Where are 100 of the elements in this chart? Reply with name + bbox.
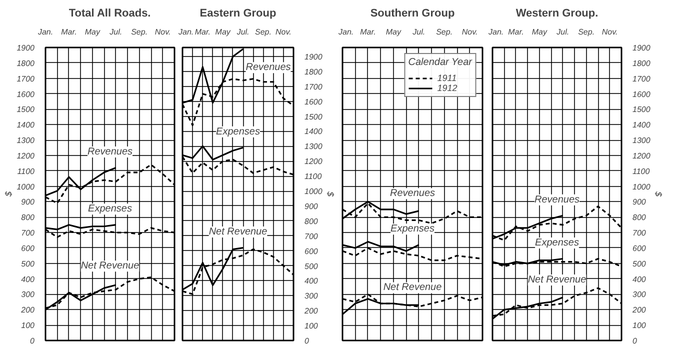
y-tick-label: 1900 — [304, 52, 323, 62]
y-tick-label: 700 — [632, 228, 646, 238]
annotation: Revenues — [534, 194, 580, 206]
y-tick-label: 100 — [304, 322, 318, 331]
y-axis-title: $ — [325, 190, 336, 198]
x-tick-label: Nov. — [154, 28, 171, 36]
x-tick-label: May — [215, 28, 232, 36]
y-tick-label: 1700 — [16, 74, 36, 84]
y-tick-label: 400 — [21, 274, 36, 284]
chart-title: Southern Group — [370, 8, 455, 20]
y-tick-label: 500 — [21, 259, 36, 268]
y-tick-label: 1000 — [632, 182, 651, 192]
y-tick-label: 700 — [21, 228, 36, 238]
y-tick-label: 400 — [304, 276, 318, 286]
y-tick-label: 1000 — [16, 182, 36, 192]
annotation: Expenses — [88, 204, 132, 215]
y-tick-label: 1600 — [304, 97, 323, 106]
y-tick-label: 200 — [304, 306, 318, 316]
y-tick-label: 200 — [20, 306, 36, 315]
chart-title: Eastern Group — [200, 8, 276, 20]
y-tick-label: 1900 — [632, 44, 651, 52]
annotation: Revenues — [246, 62, 291, 74]
x-tick-label: Jan. — [338, 28, 354, 36]
annotation: Expenses — [535, 238, 579, 249]
y-tick-label: 100 — [21, 321, 36, 330]
y-tick-label: 1100 — [17, 166, 36, 176]
x-tick-label: Jul. — [236, 28, 250, 36]
x-tick-label: Mar. — [194, 28, 211, 36]
y-tick-label: 1200 — [16, 151, 36, 160]
annotation: Revenues — [87, 146, 133, 158]
y-tick-label: 1200 — [304, 157, 323, 166]
y-tick-label: 200 — [632, 306, 646, 315]
y-tick-label: 1600 — [632, 90, 651, 99]
annotation: Net Revenue — [208, 226, 268, 238]
x-tick-label: Sep. — [436, 28, 453, 36]
x-tick-label: Jul. — [412, 28, 426, 36]
y-tick-label: 100 — [632, 321, 646, 330]
legend-label: 1912 — [437, 83, 458, 93]
y-tick-label: 1500 — [16, 105, 36, 114]
annotation: Net Revenue — [80, 260, 140, 272]
x-tick-label: May — [532, 28, 548, 36]
y-axis-title: $ — [653, 190, 664, 198]
y-tick-label: 1400 — [632, 120, 651, 130]
annotation: Expenses — [216, 126, 260, 138]
y-tick-label: 1000 — [304, 187, 323, 196]
y-tick-label: 1300 — [632, 136, 651, 146]
y-tick-label: 600 — [632, 244, 646, 253]
y-tick-label: 800 — [21, 213, 36, 222]
y-tick-label: 1700 — [632, 74, 651, 84]
y-tick-label: 900 — [304, 202, 318, 211]
x-tick-label: Mar. — [360, 28, 376, 36]
y-tick-label: 1800 — [304, 67, 323, 76]
y-tick-label: 1600 — [16, 90, 36, 99]
y-tick-label: 300 — [304, 292, 318, 301]
x-tick-label: Jul. — [108, 28, 122, 36]
x-tick-label: Mar. — [508, 28, 524, 36]
y-tick-label: 1300 — [16, 136, 36, 146]
x-tick-label: Nov. — [462, 28, 478, 36]
y-tick-label: 0 — [632, 336, 638, 346]
y-tick-label: 0 — [30, 336, 36, 346]
x-tick-label: May — [386, 28, 402, 36]
x-tick-label: Sep. — [255, 28, 272, 36]
x-tick-label: Jan. — [178, 28, 194, 36]
y-tick-label: 1500 — [304, 112, 323, 122]
x-tick-label: May — [84, 28, 101, 36]
y-tick-label: 0 — [304, 336, 310, 346]
y-tick-label: 700 — [304, 232, 318, 241]
y-tick-label: 400 — [632, 274, 646, 284]
y-tick-label: 800 — [304, 216, 318, 226]
annotation: Revenues — [390, 188, 436, 200]
y-tick-label: 1100 — [632, 166, 650, 176]
y-tick-label: 1100 — [304, 172, 322, 182]
y-tick-label: 500 — [304, 262, 318, 271]
x-tick-label: Jul. — [556, 28, 570, 36]
y-tick-label: 800 — [632, 213, 646, 222]
y-tick-label: 1300 — [304, 142, 323, 152]
y-tick-label: 1800 — [16, 58, 36, 68]
y-tick-label: 300 — [632, 290, 646, 300]
x-tick-label: Nov. — [275, 28, 292, 36]
y-tick-label: 900 — [21, 198, 36, 207]
y-tick-label: 900 — [632, 198, 646, 207]
chart-title: Total All Roads. — [68, 8, 151, 20]
x-tick-label: Sep. — [131, 28, 148, 36]
x-tick-label: Sep. — [578, 28, 595, 36]
y-tick-label: 1500 — [632, 105, 651, 114]
legend-title: Calendar Year — [408, 57, 472, 68]
x-tick-label: Mar. — [61, 28, 77, 36]
y-tick-label: 1900 — [16, 44, 36, 52]
y-tick-label: 1200 — [632, 151, 651, 160]
annotation: Net Revenue — [528, 274, 587, 286]
y-tick-label: 1800 — [632, 58, 651, 68]
y-tick-label: 1400 — [304, 127, 323, 136]
y-axis-title: $ — [4, 190, 14, 198]
legend-label: 1911 — [437, 73, 458, 83]
annotation: Net Revenue — [383, 282, 442, 294]
y-tick-label: 600 — [21, 244, 36, 253]
chart-title: Western Group. — [516, 8, 598, 20]
x-tick-label: Jan. — [488, 28, 504, 36]
annotation: Expenses — [390, 224, 434, 235]
y-tick-label: 300 — [21, 290, 36, 300]
